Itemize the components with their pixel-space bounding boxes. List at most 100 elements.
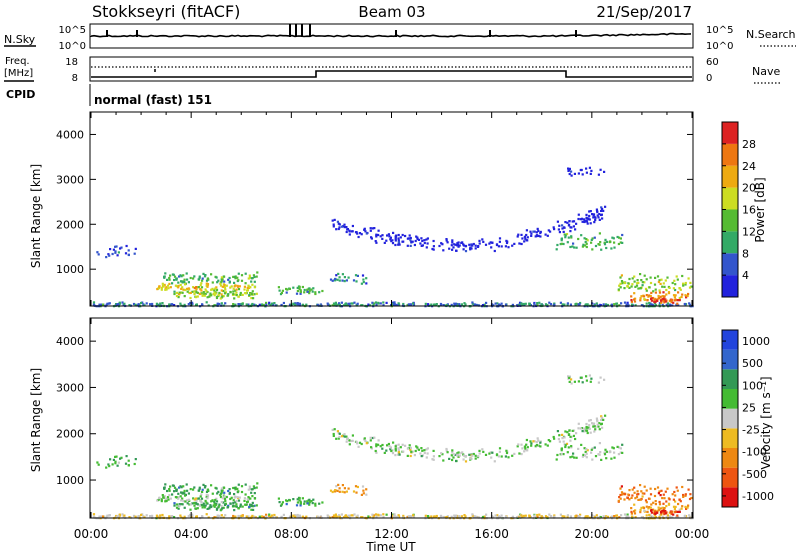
range-cell bbox=[336, 278, 339, 281]
range-cell bbox=[253, 293, 256, 296]
range-cell bbox=[427, 303, 430, 306]
range-cell bbox=[200, 500, 203, 504]
range-cell bbox=[310, 500, 313, 503]
range-cell bbox=[183, 489, 186, 492]
range-cell bbox=[645, 278, 648, 281]
range-cell bbox=[626, 513, 629, 516]
range-cell bbox=[521, 237, 524, 240]
range-cell bbox=[425, 238, 428, 241]
range-cell bbox=[684, 493, 687, 496]
range-cell bbox=[592, 425, 595, 428]
range-cell bbox=[161, 513, 164, 517]
range-cell bbox=[484, 453, 488, 456]
range-cell bbox=[613, 246, 616, 249]
range-cell bbox=[572, 452, 575, 455]
range-cell bbox=[108, 465, 111, 468]
range-cell bbox=[207, 278, 210, 281]
range-cell bbox=[524, 237, 527, 240]
freq-label: Freq. bbox=[5, 56, 30, 67]
range-cell bbox=[613, 456, 616, 459]
range-cell bbox=[179, 485, 182, 488]
range-cell bbox=[286, 500, 289, 503]
x-tick-label: 00:00 bbox=[74, 527, 109, 541]
range-cell bbox=[240, 279, 244, 282]
range-cell bbox=[410, 240, 413, 243]
range-cell bbox=[526, 446, 529, 449]
range-cell bbox=[280, 304, 283, 307]
range-cell bbox=[397, 243, 400, 246]
range-cell bbox=[406, 447, 409, 450]
range-cell bbox=[314, 502, 317, 505]
time-axis-label: Time UT bbox=[365, 540, 416, 554]
range-cell bbox=[188, 291, 191, 295]
range-cell bbox=[455, 514, 458, 518]
colorbar-tick-label: 12 bbox=[742, 225, 756, 238]
range-cell bbox=[166, 489, 169, 493]
range-cell bbox=[370, 236, 373, 239]
range-cell bbox=[355, 231, 358, 234]
range-cell bbox=[334, 490, 337, 493]
range-cell bbox=[539, 441, 542, 444]
freq-top-tick: 18 bbox=[65, 57, 78, 68]
range-cell bbox=[106, 302, 109, 305]
range-cell bbox=[567, 375, 570, 378]
range-cell bbox=[361, 516, 364, 519]
range-cell bbox=[494, 302, 497, 305]
range-cell bbox=[528, 516, 531, 519]
range-cell bbox=[505, 239, 508, 242]
range-cell bbox=[200, 497, 204, 500]
range-cell bbox=[649, 487, 652, 490]
range-cell bbox=[331, 219, 334, 222]
range-cell bbox=[335, 437, 338, 440]
range-cell bbox=[305, 303, 308, 306]
range-cell bbox=[219, 495, 223, 499]
range-cell bbox=[140, 301, 143, 305]
range-cell bbox=[204, 288, 207, 291]
range-cell bbox=[205, 493, 208, 496]
range-cell bbox=[301, 497, 304, 500]
range-cell bbox=[421, 244, 424, 247]
range-cell bbox=[334, 489, 337, 492]
range-cell bbox=[564, 430, 567, 433]
range-cell bbox=[453, 302, 456, 305]
range-cell bbox=[196, 286, 199, 289]
range-cell bbox=[432, 248, 435, 251]
range-cell bbox=[636, 279, 639, 282]
range-cell bbox=[464, 303, 467, 306]
range-cell bbox=[656, 511, 659, 514]
range-cell bbox=[569, 226, 572, 229]
range-cell bbox=[241, 514, 244, 517]
range-cell bbox=[213, 294, 216, 297]
colorbar-swatch bbox=[722, 165, 738, 188]
range-cell bbox=[450, 303, 453, 306]
range-cell bbox=[620, 491, 624, 494]
range-cell bbox=[306, 290, 309, 293]
range-cell bbox=[569, 456, 572, 459]
range-cell bbox=[228, 281, 231, 284]
range-cell bbox=[294, 515, 297, 518]
range-cell bbox=[451, 248, 454, 251]
range-cell bbox=[111, 463, 114, 466]
range-cell bbox=[598, 442, 601, 445]
range-cell bbox=[351, 439, 354, 442]
range-cell bbox=[209, 292, 212, 295]
range-cell bbox=[440, 452, 443, 455]
range-cell bbox=[247, 515, 250, 518]
range-cell bbox=[203, 293, 206, 296]
range-cell bbox=[232, 287, 235, 290]
range-cell bbox=[333, 428, 336, 431]
range-cell bbox=[578, 303, 581, 306]
range-cell bbox=[345, 435, 348, 438]
range-cell bbox=[670, 510, 673, 514]
range-cell bbox=[382, 513, 385, 516]
range-cell bbox=[637, 498, 640, 501]
range-cell bbox=[619, 487, 622, 490]
range-cell bbox=[343, 223, 346, 226]
range-cell bbox=[639, 287, 642, 290]
range-cell bbox=[191, 502, 194, 505]
range-cell bbox=[517, 515, 520, 518]
range-cell bbox=[189, 503, 192, 506]
range-cell bbox=[335, 303, 338, 306]
range-cell bbox=[532, 230, 535, 233]
